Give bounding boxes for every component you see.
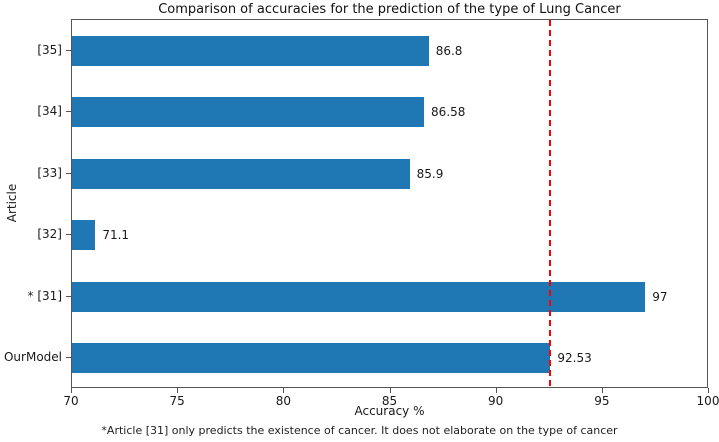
y-tick-mark [66,172,71,174]
x-tick-label: 70 [63,394,79,408]
y-tick-label: OurModel [3,350,62,365]
x-tick-mark [71,388,72,393]
y-tick-label: * [31] [27,288,62,303]
y-tick-label: [34] [37,104,62,119]
x-tick-label: 95 [594,394,610,408]
x-tick-mark [177,388,179,393]
bar [72,281,646,312]
bar-value-label: 71.1 [102,228,130,243]
bar [72,220,96,251]
x-tick-mark [708,388,709,393]
x-tick-mark [389,388,391,393]
x-tick-label: 75 [169,394,185,408]
bar [72,343,551,374]
footnote: *Article [31] only predicts the existenc… [101,424,618,437]
x-tick-mark [283,388,285,393]
x-tick-label: 85 [381,394,398,408]
chart-title: Comparison of accuracies for the predict… [158,2,621,17]
x-tick-mark [495,388,497,393]
y-tick-label: [33] [37,165,62,180]
bar-value-label: 86.8 [435,43,463,58]
bar-value-label: 85.9 [416,166,444,181]
y-tick-mark [66,234,71,236]
bar [72,97,425,128]
x-axis-label: Accuracy % [354,404,425,418]
bar [72,158,410,189]
x-tick-label: 80 [275,394,291,408]
x-tick-label: 90 [488,394,504,408]
y-tick-mark [66,295,71,297]
reference-line [549,20,552,387]
y-axis-label: Article [5,183,19,223]
x-tick-label: 100 [696,394,719,408]
x-tick-mark [601,388,603,393]
bar-value-label: 86.58 [431,105,466,120]
y-tick-mark [66,357,71,359]
bar-value-label: 92.53 [557,351,592,366]
y-tick-mark [66,49,71,51]
y-tick-label: [32] [37,227,62,242]
bar-value-label: 97 [652,289,668,304]
y-tick-label: [35] [37,42,62,57]
bar [72,35,429,66]
plot-area: 86.8 86.58 85.9 71.1 97 92.53 [71,19,708,388]
y-tick-mark [66,111,71,113]
